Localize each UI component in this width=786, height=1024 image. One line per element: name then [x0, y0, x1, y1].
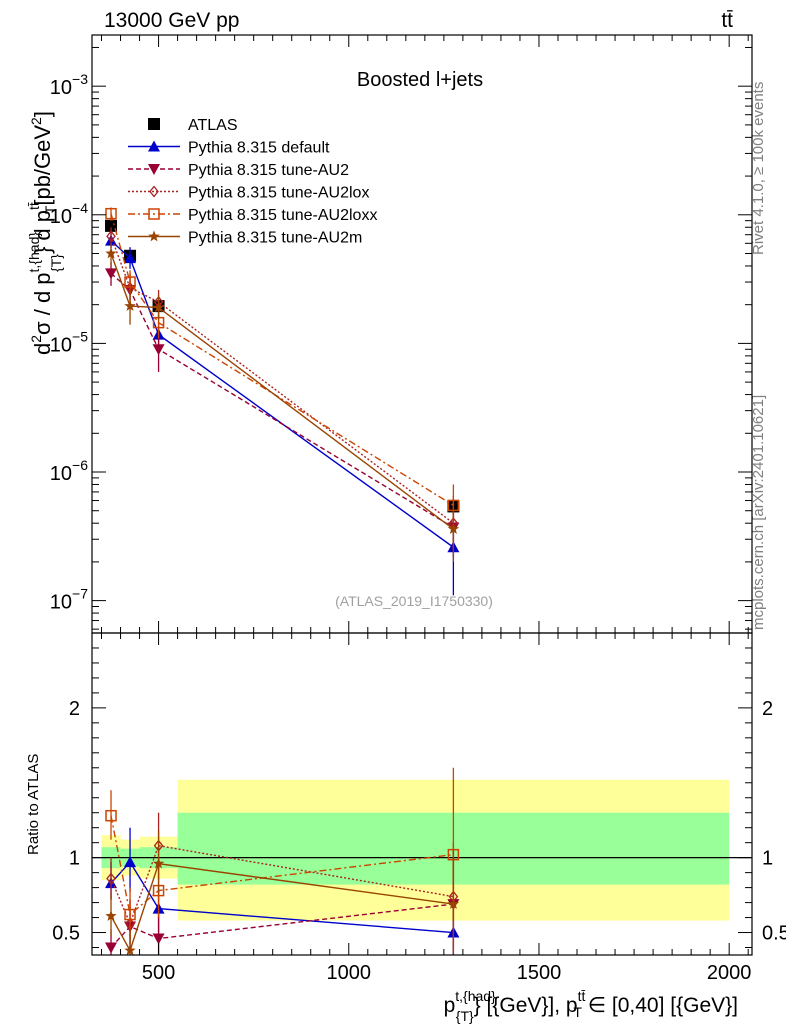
y-tick-label: 10−6 [50, 457, 88, 485]
legend-marker-pythia-8-315-tune-au2lox [149, 185, 159, 198]
ratio-line-pythia-8-315-tune-au2loxx [110, 815, 454, 916]
x-tick-label: 1500 [517, 962, 562, 984]
analysis-watermark: (ATLAS_2019_I1750330) [335, 593, 493, 609]
ratio-y-tick-label: 2 [69, 698, 80, 720]
legend-label-pythia-8-315-tune-au2m: Pythia 8.315 tune-AU2m [188, 230, 362, 247]
series-line-pythia-8-315-tune-au2m [110, 253, 454, 530]
data-point-pythia-8-315-tune-au2loxx [124, 276, 136, 288]
legend-label-pythia-8-315-tune-au2loxx: Pythia 8.315 tune-AU2loxx [188, 207, 377, 224]
ratio-series-pythia-8-315-tune-au2m [105, 830, 460, 956]
data-point-pythia-8-315-tune-au2m [152, 301, 165, 313]
ratio-y-tick-label: 0.5 [52, 923, 80, 945]
legend-entry-atlas: ATLAS [148, 117, 238, 134]
ratio-point-pythia-8-315-tune-au2loxx [105, 809, 117, 822]
data-point-pythia-8-315-tune-au2loxx [105, 207, 117, 220]
x-tick-label: 1000 [327, 962, 372, 984]
legend-marker-pythia-8-315-tune-au2loxx [148, 208, 160, 220]
ratio-y-tick-label-right: 0.5 [762, 923, 786, 945]
series-pythia-8-315-tune-au2lox [106, 227, 459, 550]
main-series-group [105, 207, 460, 596]
legend-marker-pythia-8-315-tune-au2 [148, 164, 160, 175]
y-tick-label: 10−4 [50, 200, 88, 228]
legend-marker-pythia-8-315-tune-au2m [148, 230, 160, 242]
process-label: tt̄ [721, 9, 733, 32]
ratio-point-pythia-8-315-default [124, 856, 137, 868]
legend-entry-pythia-8-315-tune-au2: Pythia 8.315 tune-AU2 [128, 162, 349, 179]
ratio-point-pythia-8-315-tune-au2m [124, 944, 136, 956]
axes-group: 500 1000 1500 2000 10−7 10−6 10−5 10−4 10−3 0.5 0.… [50, 34, 786, 984]
plot-title: Boosted l+jets [357, 69, 483, 91]
ratio-line-pythia-8-315-tune-au2m [110, 862, 454, 953]
ratio-point-pythia-8-315-tune-au2loxx [124, 908, 136, 921]
data-point-pythia-8-315-tune-au2 [152, 344, 165, 356]
ratio-point-pythia-8-315-tune-au2 [105, 942, 118, 954]
rivet-version-label: Rivet 4.1.0, ≥ 100k events [750, 82, 767, 255]
legend-label-pythia-8-315-tune-au2: Pythia 8.315 tune-AU2 [188, 162, 349, 179]
ratio-frame [91, 632, 753, 956]
ratio-point-pythia-8-315-tune-au2m [105, 910, 117, 921]
y-tick-label: 10−3 [50, 71, 88, 99]
ratio-line-pythia-8-315-tune-au2lox [110, 844, 454, 926]
legend-marker-pythia-8-315-default [148, 140, 160, 152]
legend-entry-pythia-8-315-default: Pythia 8.315 default [128, 140, 330, 157]
ratio-series-group [105, 767, 460, 956]
series-pythia-8-315-tune-au2m [105, 243, 460, 562]
x-axis-label: pt,{had} {T}} [{GeV}], ptt̄ T ∈ [0,40] [{G… [444, 988, 738, 1024]
legend-label-pythia-8-315-tune-au2lox: Pythia 8.315 tune-AU2lox [188, 185, 369, 202]
legend-entry-pythia-8-315-tune-au2loxx: Pythia 8.315 tune-AU2loxx [128, 207, 377, 224]
data-point-pythia-8-315-tune-au2m [105, 247, 117, 259]
y-tick-label: 10−7 [50, 586, 88, 614]
ratio-y-tick-label-right: 1 [762, 848, 773, 870]
data-point-pythia-8-315-tune-au2m [447, 523, 460, 534]
ratio-point-pythia-8-315-tune-au2 [152, 933, 165, 945]
ratio-y-tick-label: 1 [69, 848, 80, 870]
data-point-pythia-8-315-tune-au2 [105, 268, 118, 280]
data-point-atlas [105, 219, 118, 232]
legend-entry-pythia-8-315-tune-au2m: Pythia 8.315 tune-AU2m [128, 230, 362, 247]
legend-label-pythia-8-315-default: Pythia 8.315 default [188, 140, 330, 157]
data-point-pythia-8-315-default [124, 252, 137, 264]
x-tick-label: 500 [142, 962, 175, 984]
legend: ATLAS Pythia 8.315 default Pythia 8.315 tu… [128, 117, 377, 247]
legend-marker-atlas [148, 118, 160, 130]
series-line-pythia-8-315-tune-au2loxx [110, 213, 454, 506]
energy-label: 13000 GeV pp [104, 9, 239, 32]
ratio-y-tick-label-right: 2 [762, 698, 773, 720]
data-point-pythia-8-315-tune-au2m [124, 300, 136, 311]
ratio-point-pythia-8-315-tune-au2lox [106, 872, 116, 885]
ratio-point-pythia-8-315-tune-au2m [447, 898, 460, 909]
x-tick-label: 2000 [707, 962, 752, 984]
ratio-y-axis-label: Ratio to ATLAS [25, 754, 42, 855]
y-axis-label: d2σ / d pt,{had} {T}} d ptt̄T[pb/GeV2] [26, 111, 64, 355]
source-label: mcplots.cern.ch [arXiv:2401.10621] [750, 395, 767, 630]
legend-label-atlas: ATLAS [188, 117, 238, 134]
series-pythia-8-315-default [105, 233, 460, 596]
legend-entry-pythia-8-315-tune-au2lox: Pythia 8.315 tune-AU2lox [128, 185, 369, 202]
y-tick-label: 10−5 [50, 328, 88, 356]
data-point-pythia-8-315-tune-au2lox [106, 230, 116, 243]
ratio-point-pythia-8-315-tune-au2m [152, 857, 165, 869]
ratio-line-pythia-8-315-tune-au2 [110, 903, 454, 948]
series-line-pythia-8-315-tune-au2lox [110, 236, 454, 524]
